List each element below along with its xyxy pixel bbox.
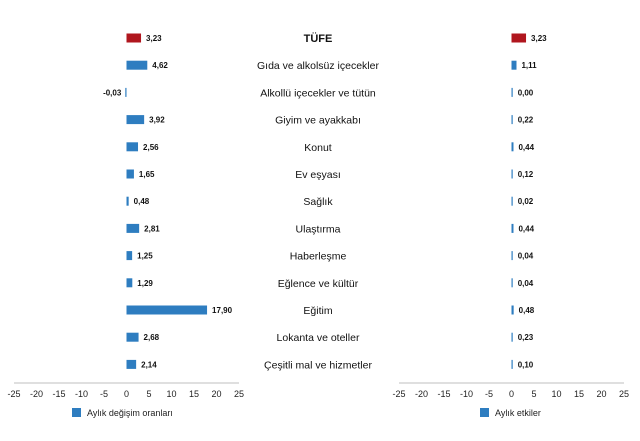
bar-value-label: 0,00 bbox=[518, 88, 534, 97]
x-tick-label: -5 bbox=[100, 389, 108, 399]
bar bbox=[511, 278, 513, 288]
x-tick-label: 10 bbox=[166, 389, 176, 399]
bar bbox=[511, 305, 514, 315]
bar-value-label: 2,81 bbox=[144, 224, 160, 233]
x-tick-label: 0 bbox=[124, 389, 129, 399]
bar bbox=[511, 142, 514, 152]
bar-value-label: 3,23 bbox=[146, 34, 162, 43]
bar bbox=[126, 115, 145, 125]
x-tick-label: -25 bbox=[7, 389, 20, 399]
bar-highlight bbox=[126, 33, 142, 43]
category-label: Gıda ve alkolsüz içecekler bbox=[257, 60, 379, 72]
x-tick-label: 0 bbox=[509, 389, 514, 399]
bar-value-label: 0,48 bbox=[519, 306, 535, 315]
category-label: Eğitim bbox=[303, 305, 332, 317]
bar bbox=[511, 332, 513, 342]
bar bbox=[126, 169, 134, 179]
x-tick-label: -10 bbox=[75, 389, 88, 399]
x-tick-label: 5 bbox=[531, 389, 536, 399]
category-label: Sağlık bbox=[303, 196, 333, 208]
x-tick-label: -25 bbox=[392, 389, 405, 399]
bar bbox=[511, 196, 513, 206]
bar-value-label: 2,68 bbox=[144, 333, 160, 342]
x-tick-label: -15 bbox=[52, 389, 65, 399]
x-tick-label: 20 bbox=[211, 389, 221, 399]
x-tick-label: 5 bbox=[146, 389, 151, 399]
bar-value-label: 0,23 bbox=[518, 333, 534, 342]
bar bbox=[126, 196, 129, 206]
bar-value-label: 17,90 bbox=[212, 306, 233, 315]
bar-value-label: 0,10 bbox=[518, 360, 534, 369]
bar-value-label: 1,11 bbox=[521, 61, 537, 70]
legend-swatch bbox=[72, 408, 81, 417]
bar bbox=[511, 87, 513, 97]
bar-value-label: 2,14 bbox=[141, 360, 157, 369]
bar bbox=[126, 305, 208, 315]
bar-value-label: 1,65 bbox=[139, 170, 155, 179]
bar-value-label: 3,23 bbox=[531, 34, 547, 43]
x-tick-label: -20 bbox=[415, 389, 428, 399]
left-chart: -25 -20 -15 -10 -5 0 5 10 15 20 25 3,23 4,62 -0,03 3,9… bbox=[7, 33, 244, 418]
bar-value-label: -0,03 bbox=[103, 88, 122, 97]
bar bbox=[126, 142, 139, 152]
category-label: Giyim ve ayakkabı bbox=[275, 115, 361, 127]
bar-value-label: 0,02 bbox=[518, 197, 534, 206]
category-label: Konut bbox=[304, 142, 332, 154]
category-label: Haberleşme bbox=[290, 251, 347, 263]
x-tick-label: -20 bbox=[30, 389, 43, 399]
bar-highlight bbox=[511, 33, 527, 43]
bar-value-label: 2,56 bbox=[143, 143, 159, 152]
category-label: Ev eşyası bbox=[295, 169, 341, 181]
bar-value-label: 4,62 bbox=[152, 61, 168, 70]
bar bbox=[511, 251, 513, 261]
bar bbox=[511, 115, 513, 125]
bar-value-label: 0,44 bbox=[518, 224, 534, 233]
bar bbox=[511, 169, 513, 179]
bar bbox=[126, 359, 137, 369]
bar-value-label: 0,48 bbox=[134, 197, 150, 206]
bar bbox=[126, 223, 140, 233]
right-chart: -25 -20 -15 -10 -5 0 5 10 15 20 25 3,23 1,11 0,00 0,22… bbox=[392, 33, 629, 418]
x-tick-label: 15 bbox=[574, 389, 584, 399]
category-label: TÜFE bbox=[304, 32, 333, 45]
x-tick-label: 25 bbox=[234, 389, 244, 399]
legend-label: Aylık değişim oranları bbox=[87, 408, 173, 418]
bar bbox=[126, 251, 133, 261]
bar-value-label: 0,12 bbox=[518, 170, 534, 179]
bar-value-label: 0,04 bbox=[518, 252, 534, 261]
x-tick-label: -5 bbox=[485, 389, 493, 399]
bar bbox=[511, 223, 514, 233]
bar bbox=[125, 87, 127, 97]
bar-value-label: 0,04 bbox=[518, 279, 534, 288]
bar-value-label: 0,22 bbox=[518, 116, 534, 125]
x-tick-label: 20 bbox=[596, 389, 606, 399]
x-tick-label: 10 bbox=[551, 389, 561, 399]
category-label: Çeşitli mal ve hizmetler bbox=[264, 359, 372, 371]
category-labels: TÜFE Gıda ve alkolsüz içecekler Alkollü iç… bbox=[257, 32, 379, 371]
bar bbox=[126, 60, 148, 70]
bar-value-label: 0,44 bbox=[518, 143, 534, 152]
x-tick-label: -10 bbox=[460, 389, 473, 399]
bar bbox=[126, 332, 139, 342]
bar-value-label: 1,25 bbox=[137, 252, 153, 261]
category-label: Alkollü içecekler ve tütün bbox=[260, 87, 376, 99]
x-tick-label: 15 bbox=[189, 389, 199, 399]
bar bbox=[511, 359, 513, 369]
x-tick-label: 25 bbox=[619, 389, 629, 399]
category-label: Ulaştırma bbox=[296, 223, 341, 235]
legend-label: Aylık etkiler bbox=[495, 408, 541, 418]
bar-value-label: 1,29 bbox=[137, 279, 153, 288]
bar bbox=[511, 60, 517, 70]
bar bbox=[126, 278, 133, 288]
bar-value-label: 3,92 bbox=[149, 116, 165, 125]
category-label: Lokanta ve oteller bbox=[277, 332, 360, 344]
x-tick-label: -15 bbox=[437, 389, 450, 399]
legend-swatch bbox=[480, 408, 489, 417]
category-label: Eğlence ve kültür bbox=[278, 278, 359, 290]
